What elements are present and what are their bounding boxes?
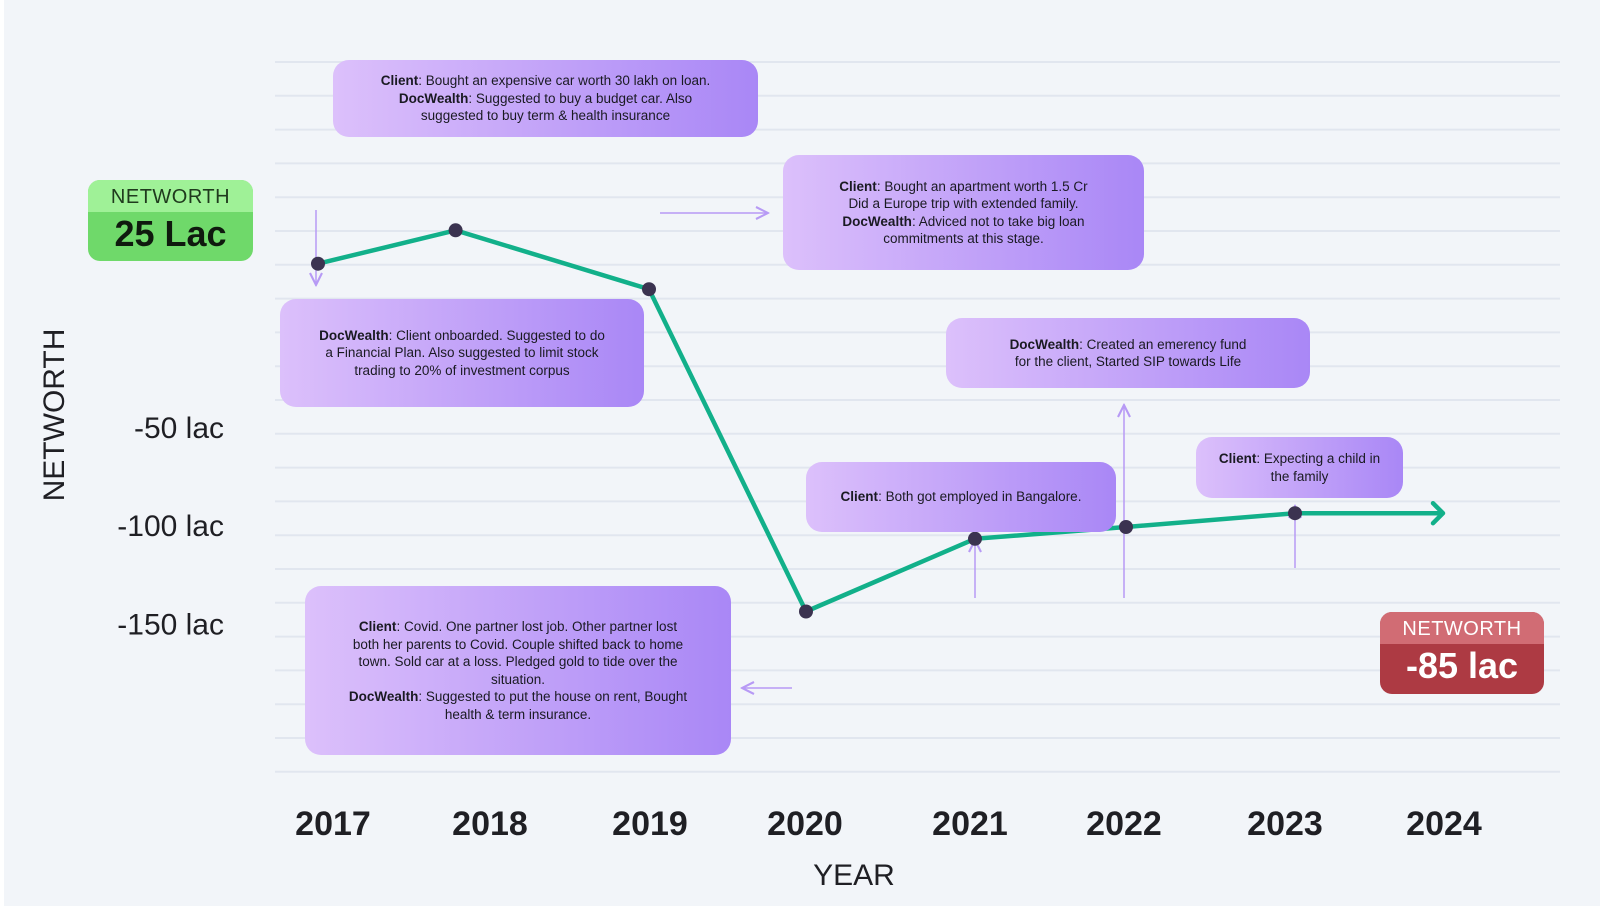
annotation-expecting-child: Client: Expecting a child in the family — [1196, 437, 1403, 498]
x-tick-label: 2024 — [1406, 805, 1482, 843]
annotation-line: DocWealth: Suggested to buy a budget car… — [399, 90, 692, 108]
annotation-line-bold: Client — [358, 619, 397, 634]
series-line — [315, 228, 1445, 614]
annotation-line: town. Sold car at a loss. Pledged gold t… — [359, 653, 678, 671]
annotation-line-bold: Client — [840, 489, 879, 505]
annotation-line-text: health & term insurance. — [444, 706, 592, 722]
annotation-line: DocWealth: Adviced not to take big loan — [842, 213, 1084, 231]
x-tick-label: 2022 — [1086, 805, 1162, 843]
data-point — [799, 604, 813, 619]
data-point — [311, 256, 325, 271]
annotation-line-text: both her parents to Covid. Couple shifte… — [352, 636, 684, 652]
annotation-line-text: : Client onboarded. Suggested to do — [388, 327, 605, 343]
annotation-line: Client: Bought an expensive car worth 30… — [381, 72, 710, 90]
annotation-line-bold: Client — [380, 73, 419, 89]
annotation-line: Client: Covid. One partner lost job. Oth… — [359, 618, 677, 636]
networth-end-badge: NETWORTH -85 lac — [1380, 612, 1544, 694]
y-tick-label: -150 lac — [117, 608, 224, 641]
annotation-line-text: the family — [1270, 468, 1329, 484]
x-axis-ticks: 2017 2018 2019 2020 2021 2022 2023 2024 — [295, 805, 1482, 843]
annotation-line-text: : Suggested to put the house on rent, Bo… — [418, 689, 688, 704]
annotation-line-bold: DocWealth — [1009, 336, 1080, 352]
x-tick-label: 2019 — [612, 805, 688, 843]
annotation-line: Client: Both got employed in Bangalore. — [841, 488, 1082, 506]
annotation-line: Client: Expecting a child in — [1219, 450, 1380, 468]
annotation-line-text: trading to 20% of investment corpus — [354, 362, 570, 378]
annotation-line: DocWealth: Client onboarded. Suggested t… — [319, 327, 605, 345]
networth-start-badge: NETWORTH 25 Lac — [88, 180, 253, 261]
networth-end-value: -85 lac — [1405, 645, 1519, 686]
annotation-line: for the client, Started SIP towards Life — [1015, 353, 1241, 371]
data-point — [1119, 520, 1133, 534]
series-networth — [311, 223, 1446, 619]
data-point — [968, 531, 982, 546]
annotation-line-text: suggested to buy term & health insurance — [420, 108, 671, 124]
annotation-line-bold: DocWealth — [842, 213, 912, 229]
annotation-line: commitments at this stage. — [883, 230, 1044, 248]
annotation-line-text: : Covid. One partner lost job. Other par… — [396, 619, 678, 634]
annotation-line-text: for the client, Started SIP towards Life — [1014, 354, 1242, 369]
annotation-line: DocWealth: Suggested to put the house on… — [349, 688, 687, 706]
annotation-line-bold: DocWealth — [398, 90, 469, 106]
annotation-line: situation. — [491, 671, 545, 689]
annotation-apartment-purchase: Client: Bought an apartment worth 1.5 Cr… — [783, 155, 1144, 270]
y-tick-label: -100 lac — [117, 510, 224, 543]
x-tick-label: 2020 — [767, 805, 843, 843]
x-tick-label: 2018 — [452, 805, 528, 843]
data-point — [642, 282, 656, 297]
annotation-line-text: town. Sold car at a loss. Pledged gold t… — [358, 654, 678, 669]
annotation-line-bold: Client — [839, 178, 877, 194]
annotation-line: the family — [1271, 468, 1329, 486]
annotation-connectors — [316, 210, 1295, 688]
annotation-line-text: : Bought an expensive car worth 30 lakh … — [418, 73, 711, 89]
x-axis-title: YEAR — [813, 859, 895, 892]
annotation-employed-bangalore: Client: Both got employed in Bangalore. — [806, 462, 1116, 532]
annotation-line-text: : Suggested to buy a budget car. Also — [468, 90, 693, 106]
annotation-line: suggested to buy term & health insurance — [421, 107, 670, 125]
annotation-line-text: : Expecting a child in — [1256, 451, 1381, 466]
annotation-line-bold: DocWealth — [319, 327, 389, 343]
networth-start-label: NETWORTH — [88, 180, 253, 212]
annotation-car-purchase: Client: Bought an expensive car worth 30… — [333, 60, 758, 137]
annotation-line-text: commitments at this stage. — [883, 231, 1044, 246]
annotation-line: a Financial Plan. Also suggested to limi… — [325, 344, 598, 362]
annotation-line: both her parents to Covid. Couple shifte… — [353, 636, 683, 654]
x-tick-label: 2023 — [1247, 805, 1323, 843]
data-point — [448, 223, 463, 238]
annotation-line-text: situation. — [490, 671, 546, 687]
y-axis-title: NETWORTH — [38, 329, 71, 502]
x-tick-label: 2021 — [932, 805, 1008, 843]
annotation-client-onboarded: DocWealth: Client onboarded. Suggested t… — [280, 299, 644, 407]
annotation-line: health & term insurance. — [445, 706, 591, 724]
annotation-line-text: : Bought an apartment worth 1.5 Cr — [876, 178, 1088, 194]
annotation-covid: Client: Covid. One partner lost job. Oth… — [305, 586, 731, 755]
x-tick-label: 2017 — [295, 805, 371, 843]
y-tick-label: -50 lac — [134, 412, 224, 445]
annotation-line-bold: DocWealth — [348, 689, 419, 704]
networth-end-label: NETWORTH — [1380, 612, 1544, 644]
annotation-line-text: : Both got employed in Bangalore. — [878, 489, 1082, 505]
annotation-emergency-fund: DocWealth: Created an emerency fund for t… — [946, 318, 1310, 388]
annotation-line-text: : Adviced not to take big loan — [911, 213, 1085, 229]
annotation-line: Did a Europe trip with extended family. — [848, 195, 1078, 213]
y-axis-ticks: 50 lac-50 lac-100 lac-150 lac — [117, 215, 224, 641]
annotation-line-bold: Client — [1218, 451, 1257, 466]
annotation-line-text: a Financial Plan. Also suggested to limi… — [325, 345, 599, 361]
annotation-line: trading to 20% of investment corpus — [354, 362, 569, 380]
networth-start-value: 25 Lac — [114, 213, 227, 254]
data-point — [1288, 506, 1302, 521]
annotation-line-text: Did a Europe trip with extended family. — [848, 196, 1079, 211]
series-end-arrow — [1430, 500, 1446, 526]
annotation-line: DocWealth: Created an emerency fund — [1010, 336, 1247, 354]
annotation-line: Client: Bought an apartment worth 1.5 Cr — [839, 178, 1087, 196]
annotation-line-text: : Created an emerency fund — [1079, 336, 1247, 352]
